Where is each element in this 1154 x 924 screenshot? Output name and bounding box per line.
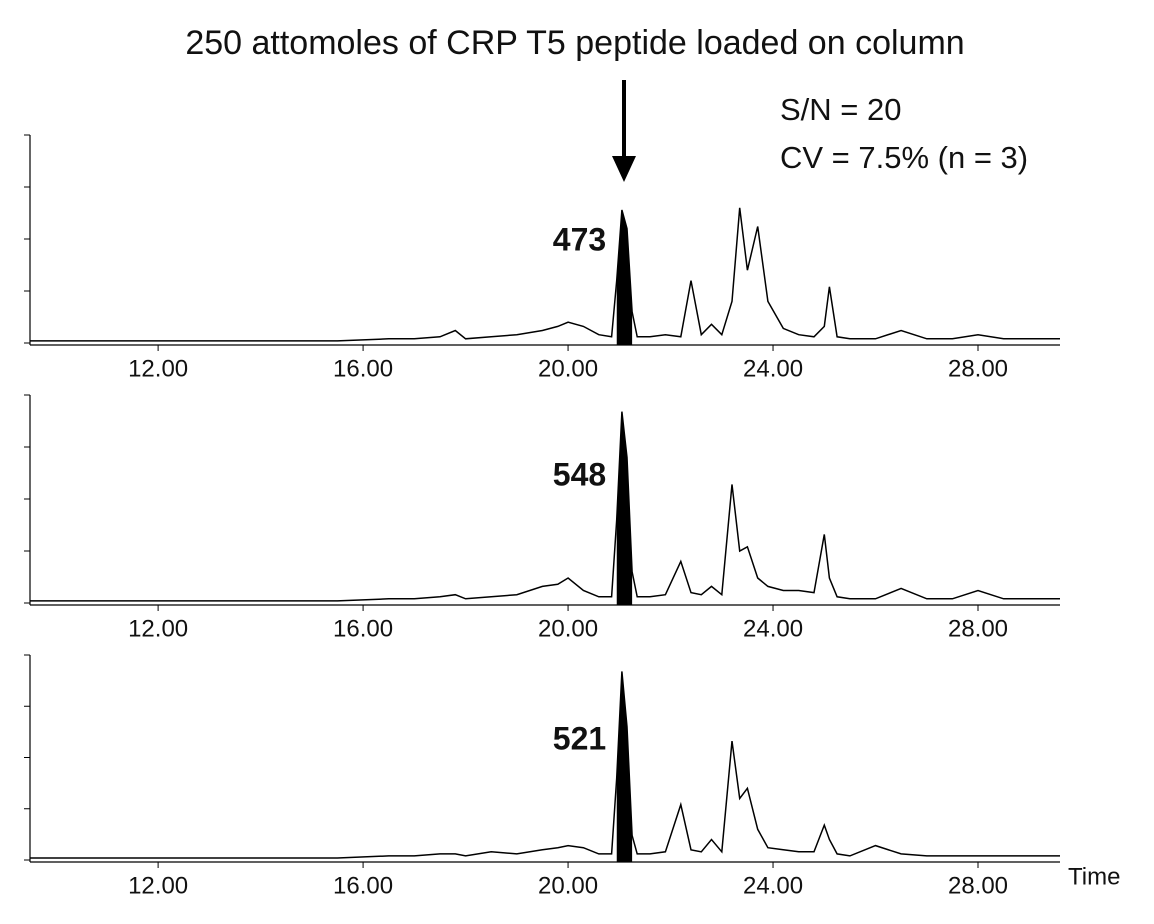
x-tick-label: 20.00 [538, 355, 598, 382]
x-tick-label: 16.00 [333, 872, 393, 899]
x-tick-label: 20.00 [538, 872, 598, 899]
peak-area-label: 473 [553, 221, 606, 257]
peak-fill [616, 411, 633, 605]
x-tick-label: 24.00 [743, 615, 803, 642]
x-axis-label: Time [1068, 863, 1120, 890]
trace [30, 207, 1060, 342]
x-tick-label: 28.00 [948, 872, 1008, 899]
x-tick-label: 12.00 [128, 355, 188, 382]
peak-fill [616, 209, 633, 345]
x-tick-label: 24.00 [743, 355, 803, 382]
annotation: S/N = 20 [780, 92, 902, 127]
annotation: CV = 7.5% (n = 3) [780, 140, 1028, 175]
x-tick-label: 16.00 [333, 615, 393, 642]
x-tick-label: 28.00 [948, 355, 1008, 382]
x-tick-label: 24.00 [743, 872, 803, 899]
trace [30, 411, 1060, 602]
x-tick-label: 12.00 [128, 615, 188, 642]
x-tick-label: 12.00 [128, 872, 188, 899]
x-tick-label: 16.00 [333, 355, 393, 382]
peak-area-label: 521 [553, 720, 606, 756]
title: 250 attomoles of CRP T5 peptide loaded o… [185, 24, 964, 62]
trace [30, 671, 1060, 859]
peak-fill [616, 671, 633, 862]
arrow-head [612, 156, 636, 182]
peak-area-label: 548 [553, 456, 606, 492]
x-tick-label: 20.00 [538, 615, 598, 642]
x-tick-label: 28.00 [948, 615, 1008, 642]
